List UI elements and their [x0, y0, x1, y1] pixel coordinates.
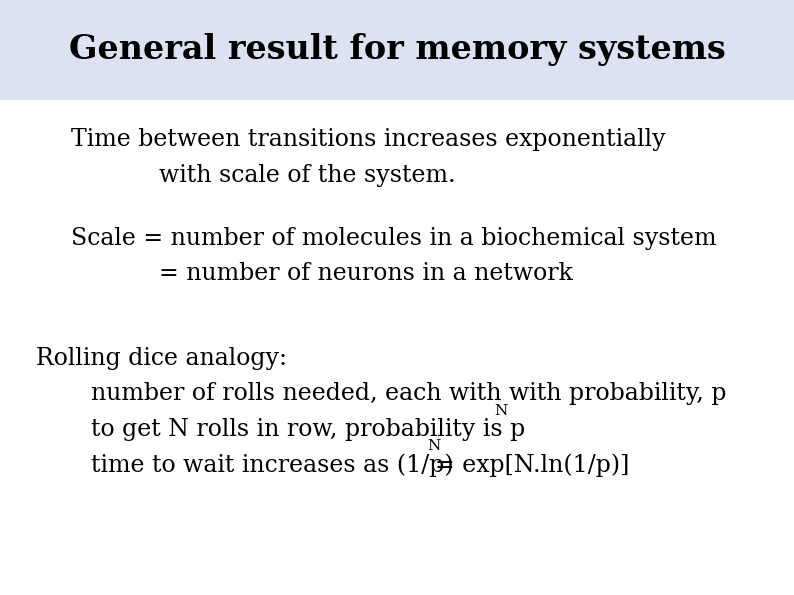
Text: Time between transitions increases exponentially: Time between transitions increases expon… — [71, 129, 666, 151]
Text: = number of neurons in a network: = number of neurons in a network — [159, 262, 572, 285]
Text: N: N — [494, 403, 507, 418]
Text: General result for memory systems: General result for memory systems — [68, 33, 726, 67]
Text: = exp[N.ln(1/p)]: = exp[N.ln(1/p)] — [435, 453, 630, 477]
Text: Scale = number of molecules in a biochemical system: Scale = number of molecules in a biochem… — [71, 227, 717, 249]
Text: with scale of the system.: with scale of the system. — [159, 164, 456, 187]
Text: N: N — [427, 439, 441, 453]
Bar — [0, 0, 794, 100]
Text: number of rolls needed, each with with probability, p: number of rolls needed, each with with p… — [91, 383, 727, 405]
Text: time to wait increases as (1/p): time to wait increases as (1/p) — [91, 453, 454, 477]
Text: Rolling dice analogy:: Rolling dice analogy: — [36, 347, 287, 369]
Text: to get N rolls in row, probability is p: to get N rolls in row, probability is p — [91, 418, 526, 441]
